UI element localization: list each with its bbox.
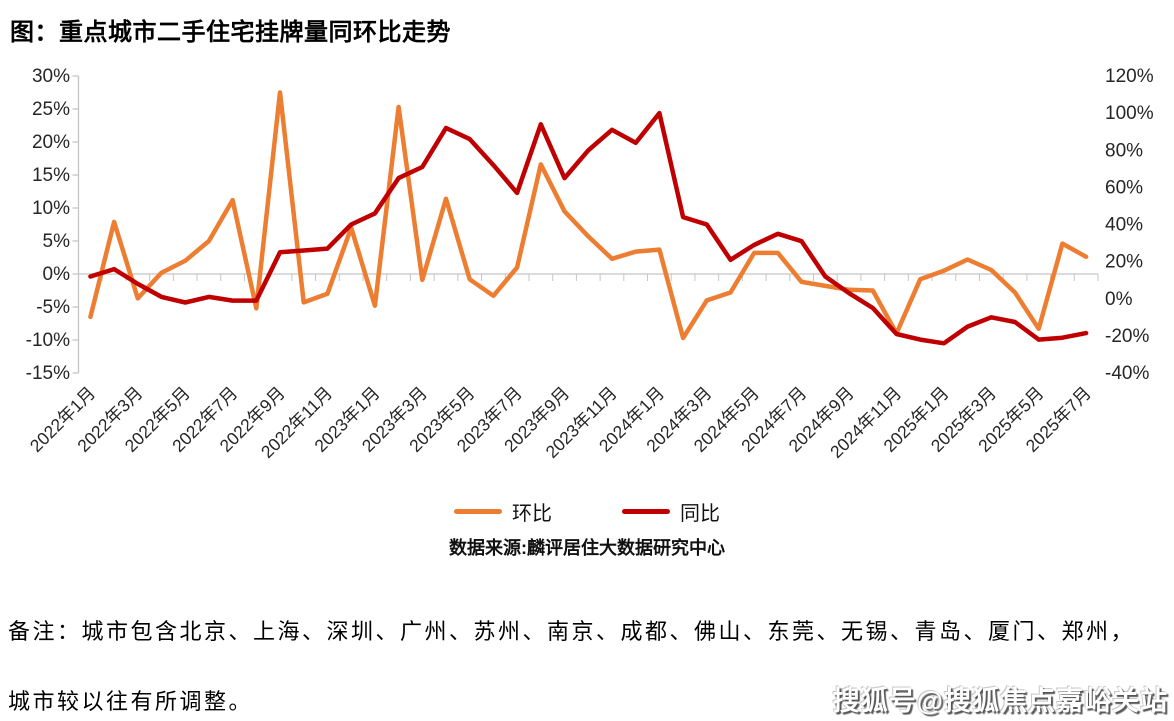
mom-line-swatch-icon: [454, 509, 502, 514]
right-axis-label: 20%: [1105, 252, 1143, 273]
trend-line-chart: 30% 25% 20% 15% 10% 5% 0% -5% -10% -15% 120% 100% 80…: [26, 66, 1154, 462]
yoy-line-swatch-icon: [622, 509, 670, 514]
left-axis-label: 20%: [32, 132, 70, 153]
yoy-series-line: [88, 110, 1089, 346]
legend-label-yoy: 同比: [680, 503, 720, 525]
left-axis-label: 25%: [32, 99, 70, 120]
right-axis-label: 40%: [1105, 215, 1143, 236]
right-axis-label: -40%: [1105, 363, 1149, 384]
right-axis-label: 0%: [1105, 289, 1133, 310]
right-axis-label: 80%: [1105, 140, 1143, 161]
chart-legend: 环比 同比: [0, 497, 1174, 526]
legend-item-yoy: 同比: [622, 497, 720, 526]
chart-title: 图：重点城市二手住宅挂牌量同环比走势: [10, 19, 451, 46]
right-axis-label: 60%: [1105, 177, 1143, 198]
left-axis-label: 10%: [32, 198, 70, 219]
right-axis-label: -20%: [1105, 326, 1149, 347]
left-axis-label: 30%: [32, 66, 70, 87]
watermark-text: 搜狐号@搜狐焦点嘉峪关站: [832, 686, 1168, 716]
mom-series-line: [88, 90, 1089, 341]
left-axis-label: -15%: [26, 363, 70, 384]
left-axis-label: -10%: [26, 330, 70, 351]
footnote-line1: 备注：城市包含北京、上海、深圳、广州、苏州、南京、成都、佛山、东莞、无锡、青岛、…: [8, 619, 1136, 644]
legend-label-mom: 环比: [512, 503, 552, 525]
legend-item-mom: 环比: [454, 497, 552, 526]
right-axis-label: 100%: [1105, 103, 1154, 124]
data-source-note: 数据来源:麟评居住大数据研究中心: [449, 538, 725, 558]
left-axis-label: 15%: [32, 165, 70, 186]
left-axis-label: -5%: [36, 297, 70, 318]
right-axis-label: 120%: [1105, 66, 1154, 87]
left-axis-label: 5%: [43, 231, 71, 252]
footnote-line2: 城市较以往有所调整。: [8, 689, 254, 714]
left-axis-label: 0%: [43, 264, 71, 285]
